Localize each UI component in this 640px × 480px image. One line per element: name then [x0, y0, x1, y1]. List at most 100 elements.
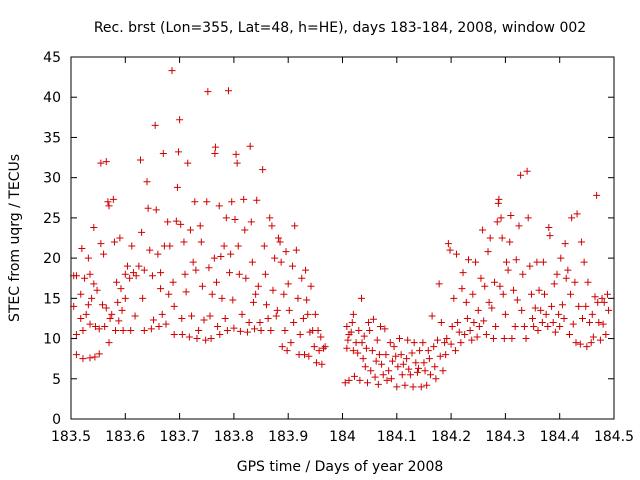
data-point: [218, 294, 226, 302]
data-point: [546, 232, 554, 240]
data-point: [481, 282, 489, 290]
data-point: [252, 290, 260, 298]
data-point: [428, 312, 436, 320]
data-point: [115, 317, 123, 325]
data-point: [347, 328, 355, 336]
data-point: [198, 282, 206, 290]
data-point: [513, 296, 521, 304]
data-point: [140, 266, 148, 274]
data-point: [358, 339, 366, 347]
data-point: [344, 336, 352, 344]
data-point: [77, 314, 85, 322]
data-point: [596, 336, 604, 344]
data-point: [555, 310, 563, 318]
data-point: [251, 325, 259, 333]
data-point: [102, 304, 110, 312]
data-point: [269, 286, 277, 294]
y-tick-label: 45: [43, 50, 61, 66]
data-point: [602, 331, 610, 339]
data-point: [485, 298, 493, 306]
data-point: [210, 254, 218, 262]
data-point: [403, 355, 411, 363]
data-point: [495, 195, 503, 203]
data-point: [223, 327, 231, 335]
data-point: [240, 195, 248, 203]
data-point: [123, 262, 131, 270]
data-point: [158, 310, 166, 318]
data-point: [548, 302, 556, 310]
data-point: [362, 344, 370, 352]
x-tick-label: 183.5: [51, 429, 91, 445]
data-point: [527, 290, 535, 298]
data-point: [367, 367, 375, 375]
data-point: [169, 278, 177, 286]
data-point: [238, 310, 246, 318]
data-point: [420, 359, 428, 367]
data-point: [569, 320, 577, 328]
data-point: [507, 211, 515, 219]
data-point: [413, 368, 421, 376]
data-point: [217, 253, 225, 261]
x-axis-label: GPS time / Days of year 2008: [237, 459, 444, 475]
data-point: [300, 351, 308, 359]
y-axis-label: STEC from uqrg / TECUs: [7, 154, 23, 322]
data-point: [551, 328, 559, 336]
data-point: [144, 204, 152, 212]
x-tick-label: 184.3: [485, 429, 525, 445]
data-point: [178, 331, 186, 339]
data-point: [518, 306, 526, 314]
data-point: [109, 195, 117, 203]
chart-title: Rec. brst (Lon=355, Lat=48, h=HE), days …: [94, 20, 586, 36]
data-point: [235, 270, 243, 278]
data-point: [91, 322, 99, 330]
data-point: [215, 202, 223, 210]
data-point: [388, 357, 396, 365]
data-point: [290, 318, 298, 326]
data-point: [511, 322, 519, 330]
data-point: [386, 339, 394, 347]
data-point: [72, 272, 80, 280]
data-point: [372, 357, 380, 365]
data-point: [206, 312, 214, 320]
data-point: [256, 318, 264, 326]
data-point: [173, 183, 181, 191]
data-point: [291, 222, 299, 230]
data-point: [542, 310, 550, 318]
data-point: [423, 381, 431, 389]
data-point: [355, 327, 363, 335]
data-point: [318, 360, 326, 368]
x-tick-label: 184.2: [431, 429, 471, 445]
data-point: [385, 367, 393, 375]
x-tick-label: 184.4: [540, 429, 580, 445]
data-point: [451, 347, 459, 355]
data-point: [492, 322, 500, 330]
data-point: [544, 322, 552, 330]
data-point: [175, 148, 183, 156]
data-point: [170, 302, 178, 310]
data-point: [305, 352, 313, 360]
data-point: [431, 363, 439, 371]
data-point: [278, 343, 286, 351]
data-point: [321, 343, 329, 351]
data-point: [78, 244, 86, 252]
data-point: [538, 318, 546, 326]
data-point: [232, 150, 240, 158]
data-point: [247, 218, 255, 226]
data-point: [121, 270, 129, 278]
data-point: [582, 302, 590, 310]
data-point: [361, 363, 369, 371]
data-point: [236, 327, 244, 335]
data-point: [181, 270, 189, 278]
data-point: [410, 339, 418, 347]
data-point: [549, 318, 557, 326]
y-axis-ticks: 0 5 10 15 20 25 30 35 40 45: [43, 50, 614, 428]
data-point: [272, 312, 280, 320]
data-point: [249, 298, 257, 306]
data-point: [482, 331, 490, 339]
data-point: [510, 286, 518, 294]
data-point: [415, 364, 423, 372]
data-point: [345, 376, 353, 384]
data-point: [138, 228, 146, 236]
data-point: [191, 198, 199, 206]
